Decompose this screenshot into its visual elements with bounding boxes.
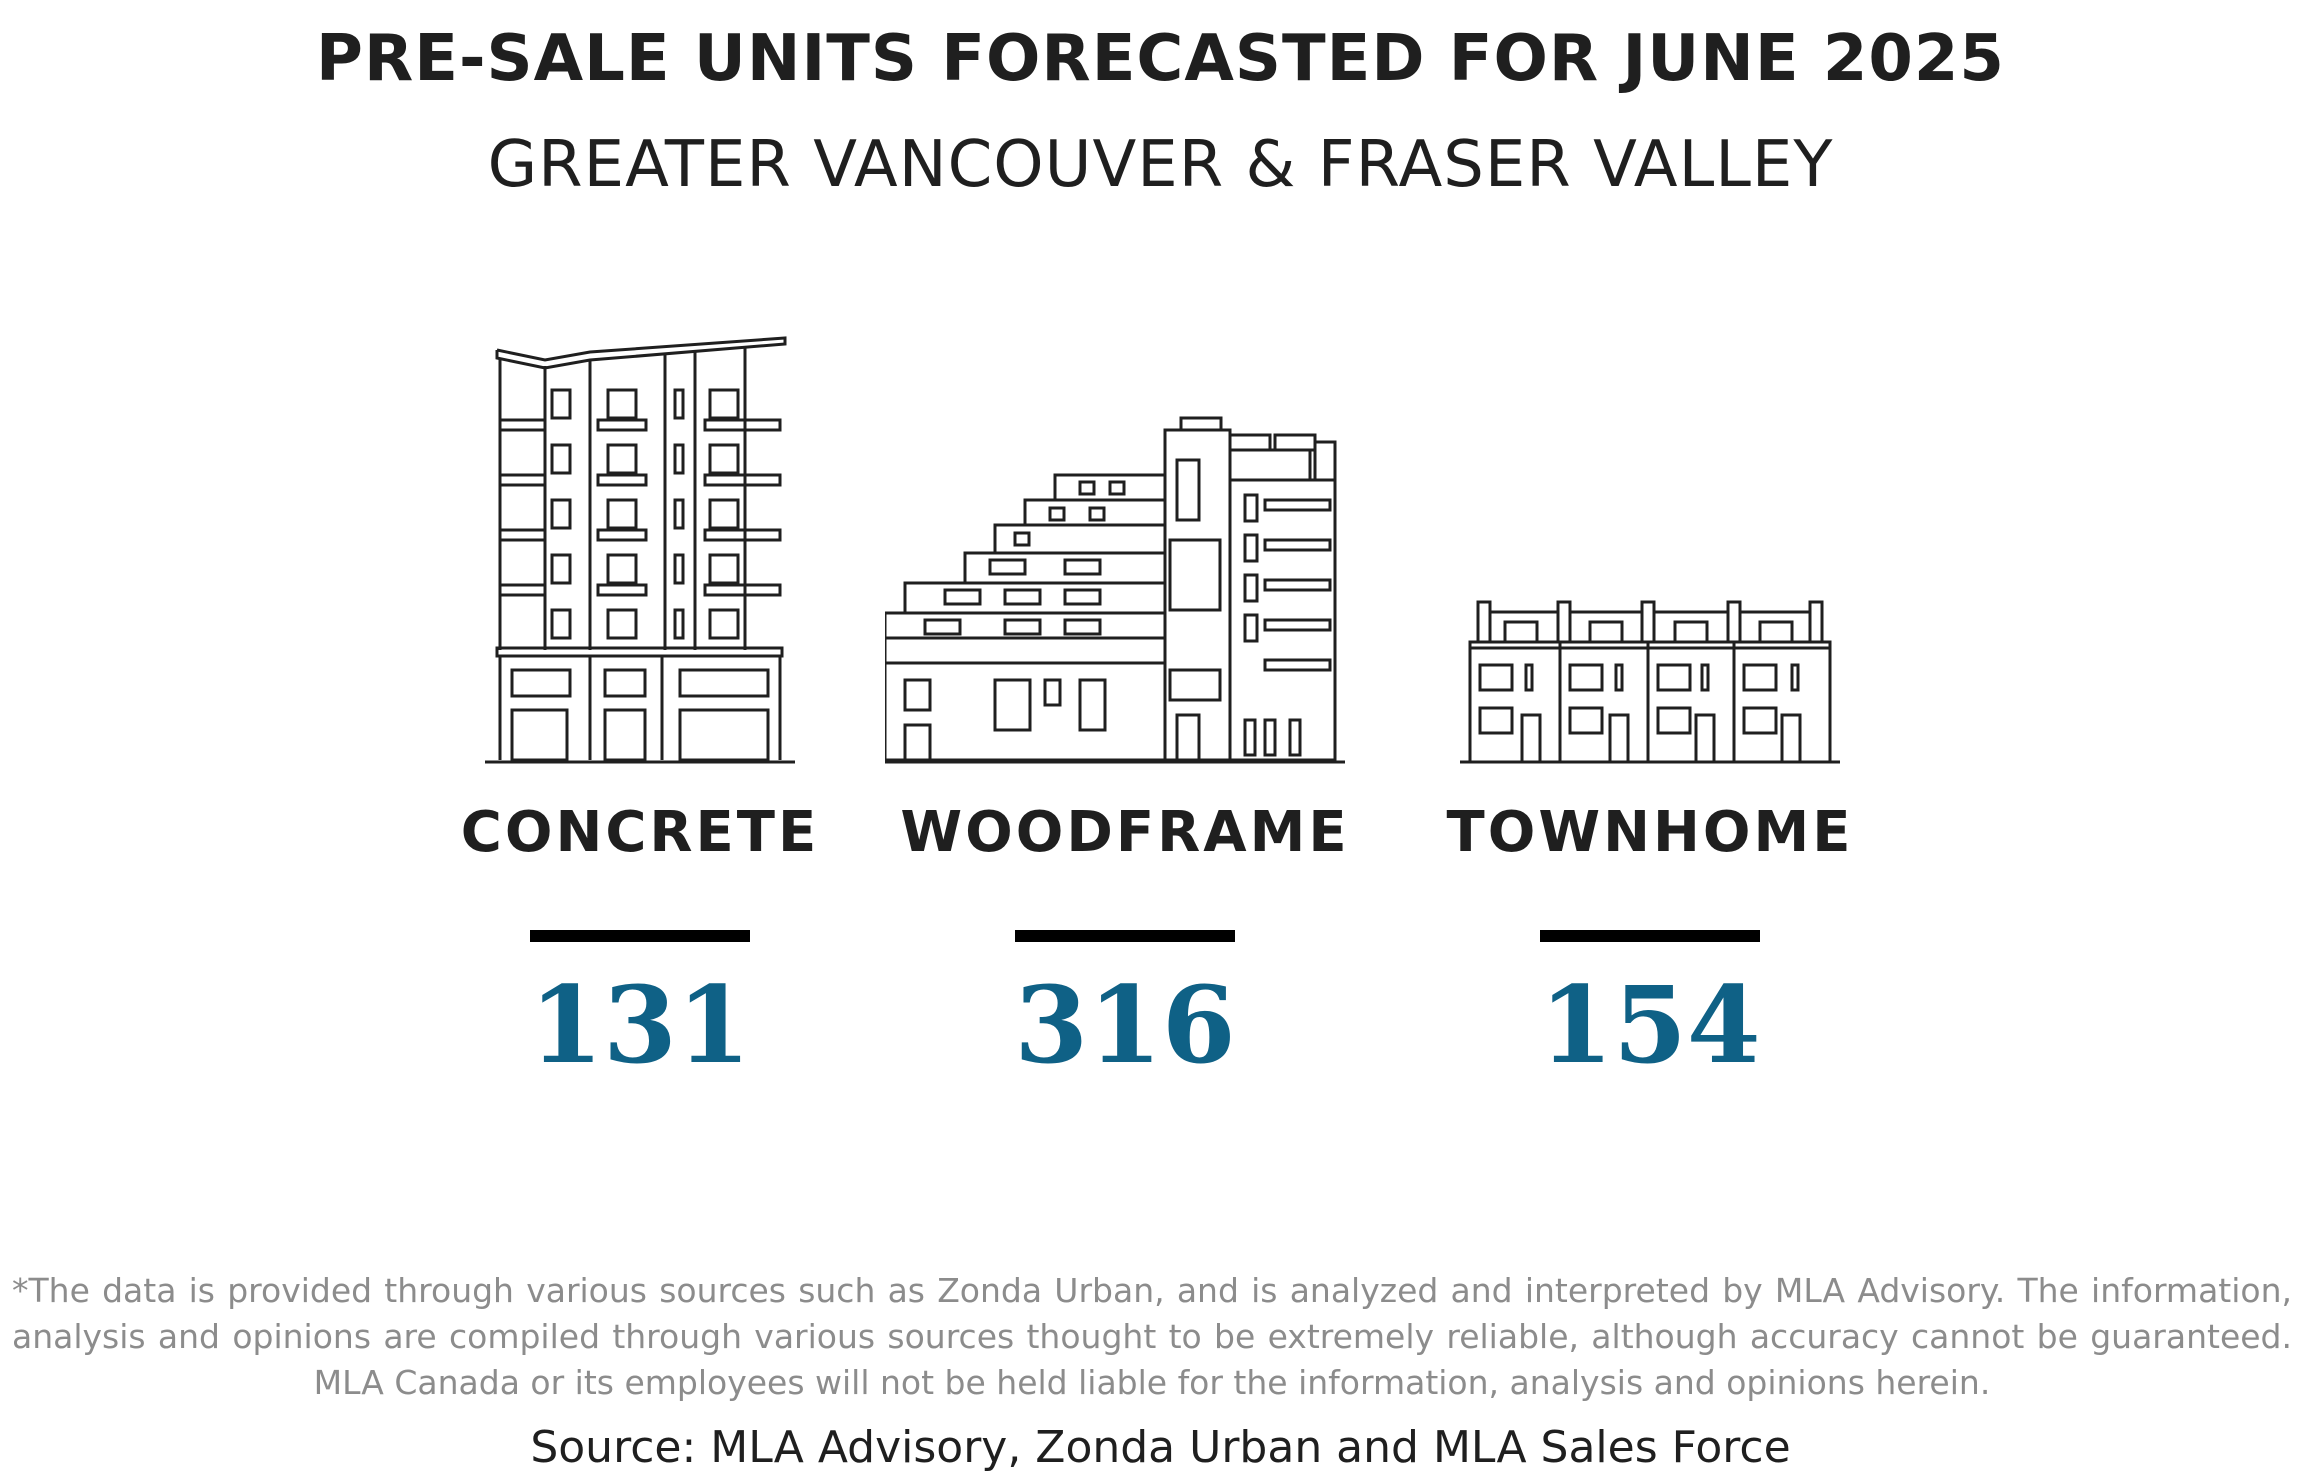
category-label: TOWNHOME [1446,800,1854,865]
woodframe-building-icon [885,330,1365,770]
category-woodframe: WOODFRAME 316 [885,330,1365,1090]
source-note: Source: MLA Advisory, Zonda Urban and ML… [530,1422,1791,1473]
category-value: 154 [1539,962,1761,1087]
category-townhome: TOWNHOME 154 [1410,330,1890,1090]
disclaimer: *The data is provided through various so… [12,1271,2292,1402]
page-title: PRE-SALE UNITS FORECASTED FOR JUNE 2025 [316,22,2005,96]
category-label: CONCRETE [460,800,820,865]
divider [530,930,750,942]
category-concrete: CONCRETE 131 [400,330,880,1090]
townhome-building-icon [1410,330,1890,770]
category-value: 316 [1014,962,1236,1087]
page-subtitle: GREATER VANCOUVER & FRASER VALLEY [487,128,1834,202]
concrete-building-icon [400,330,880,770]
category-value: 131 [529,962,751,1087]
category-label: WOODFRAME [900,800,1350,865]
divider [1015,930,1235,942]
divider [1540,930,1760,942]
